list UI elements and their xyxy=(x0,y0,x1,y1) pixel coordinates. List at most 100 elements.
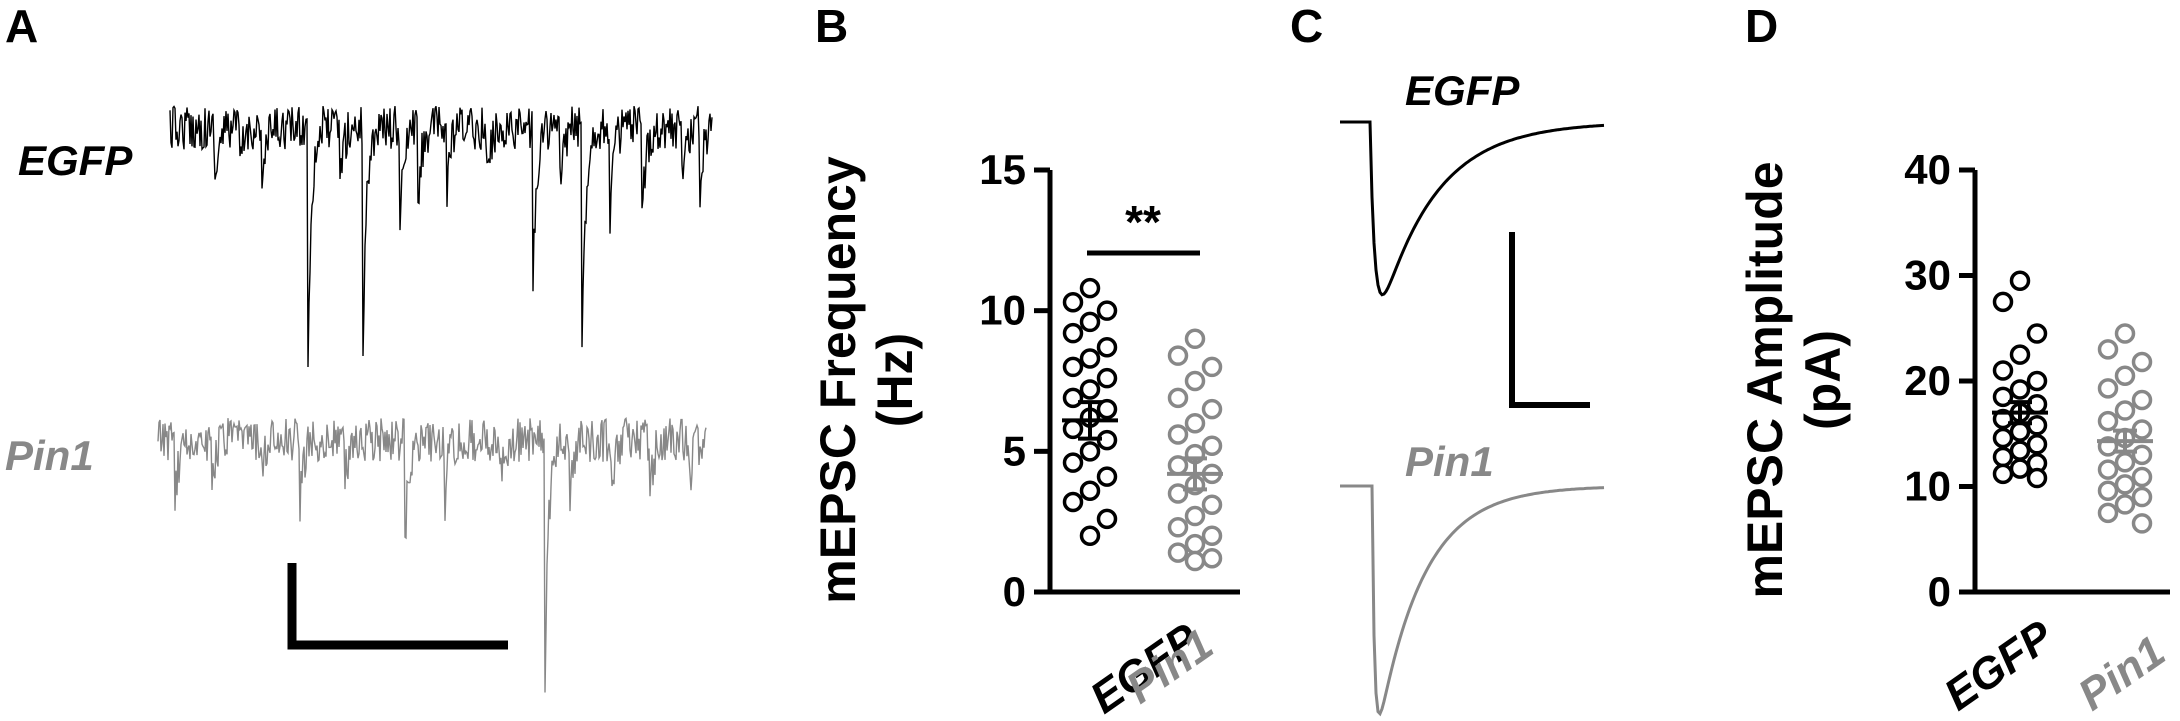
data-point-egfp xyxy=(2026,415,2048,436)
y-tick-label: 30 xyxy=(1904,252,1951,299)
data-point-pin1 xyxy=(2114,451,2136,473)
trace-egfp-raw xyxy=(169,105,713,368)
data-point-egfp xyxy=(1062,356,1084,378)
data-point-egfp xyxy=(1062,322,1084,344)
data-point-egfp xyxy=(1062,387,1084,409)
data-point-egfp xyxy=(2009,270,2031,292)
scale-bar-c xyxy=(1509,232,1590,408)
panel-letter-d: D xyxy=(1745,0,1778,52)
trace-pin1-raw xyxy=(157,416,707,693)
data-point-egfp xyxy=(2026,370,2048,392)
data-point-pin1 xyxy=(2131,513,2153,534)
axes-b: 0 5 10 15 xyxy=(979,146,1240,615)
y-tick-label: 0 xyxy=(1928,568,1951,615)
data-point-pin1 xyxy=(1201,494,1223,516)
data-point-pin1 xyxy=(2097,339,2119,360)
data-point-egfp xyxy=(1062,452,1084,473)
data-point-pin1 xyxy=(1184,328,1206,350)
data-point-pin1 xyxy=(1184,533,1206,555)
data-point-egfp xyxy=(1079,379,1101,400)
data-point-egfp xyxy=(1992,360,2014,381)
data-point-pin1 xyxy=(1167,387,1189,409)
data-point-pin1 xyxy=(2114,474,2136,495)
data-point-pin1 xyxy=(1184,412,1206,434)
y-tick-label: 5 xyxy=(1003,427,1026,474)
data-point-egfp xyxy=(2009,379,2031,400)
data-point-egfp xyxy=(1062,491,1084,513)
panel-a: EGFP Pin1 xyxy=(5,105,713,693)
data-point-egfp xyxy=(1079,348,1101,369)
axes-d: 0 10 20 30 40 xyxy=(1904,146,2170,615)
ylabel-frequency-line1: mEPSC Frequency xyxy=(810,156,866,604)
data-point-egfp xyxy=(2009,421,2031,442)
data-point-egfp xyxy=(1992,427,2014,449)
data-point-pin1 xyxy=(2131,486,2153,508)
panel-letter-a: A xyxy=(5,0,38,52)
data-point-egfp xyxy=(1079,480,1101,501)
data-point-egfp xyxy=(1096,508,1118,530)
data-point-egfp xyxy=(2026,467,2048,489)
y-tick-label: 10 xyxy=(979,287,1026,334)
data-point-egfp xyxy=(1096,367,1118,389)
data-point-egfp xyxy=(1096,336,1118,358)
data-point-pin1 xyxy=(2114,400,2136,421)
panel-letter-b: B xyxy=(815,0,848,52)
data-point-pin1 xyxy=(1184,505,1206,527)
data-point-egfp xyxy=(1992,463,2014,485)
data-point-pin1 xyxy=(1167,542,1189,563)
data-point-pin1 xyxy=(2131,444,2153,466)
avg-label-pin1: Pin1 xyxy=(1405,438,1494,485)
data-point-egfp xyxy=(1096,466,1118,487)
avg-label-egfp: EGFP xyxy=(1405,67,1520,114)
data-point-pin1 xyxy=(2131,389,2153,411)
data-point-pin1 xyxy=(1201,435,1223,456)
data-point-pin1 xyxy=(2097,378,2119,399)
data-point-pin1 xyxy=(1201,547,1223,569)
panel-c: EGFP Pin1 xyxy=(1340,67,1605,717)
trace-label-egfp: EGFP xyxy=(18,137,133,184)
y-tick-label: 15 xyxy=(979,146,1026,193)
category-label-pin1-d: Pin1 xyxy=(2070,627,2174,720)
data-point-pin1 xyxy=(1167,517,1189,538)
data-point-pin1 xyxy=(2114,323,2136,344)
ylabel-frequency-line2: (Hz) xyxy=(867,333,923,427)
panel-letter-c: C xyxy=(1290,0,1323,52)
data-point-egfp xyxy=(1062,291,1084,313)
y-tick-label: 20 xyxy=(1904,357,1951,404)
data-point-egfp xyxy=(1992,291,2014,313)
y-tick-label: 0 xyxy=(1003,568,1026,615)
data-point-pin1 xyxy=(1201,356,1223,378)
data-point-pin1 xyxy=(2097,480,2119,501)
data-point-pin1 xyxy=(2097,410,2119,432)
data-point-pin1 xyxy=(2097,502,2119,524)
data-point-egfp xyxy=(1992,446,2014,468)
data-point-egfp xyxy=(1079,441,1101,462)
data-point-egfp xyxy=(2009,458,2031,479)
data-point-egfp xyxy=(2026,393,2048,415)
significance-stars: ** xyxy=(1125,196,1161,248)
ylabel-amplitude-line2: (pA) xyxy=(1795,330,1851,430)
data-point-pin1 xyxy=(2114,365,2136,386)
data-point-egfp xyxy=(2026,323,2048,344)
data-point-pin1 xyxy=(2097,459,2119,480)
data-point-egfp xyxy=(1079,311,1101,333)
data-point-egfp xyxy=(1096,398,1118,420)
y-tick-label: 10 xyxy=(1904,463,1951,510)
data-point-egfp xyxy=(2009,344,2031,365)
data-point-pin1 xyxy=(2114,494,2136,515)
scale-bar-a xyxy=(287,563,508,650)
data-point-egfp xyxy=(2026,434,2048,455)
data-point-pin1 xyxy=(1167,483,1189,504)
data-point-pin1 xyxy=(1167,345,1189,366)
data-point-pin1 xyxy=(1201,398,1223,420)
y-tick-label: 40 xyxy=(1904,146,1951,193)
data-point-pin1 xyxy=(1167,424,1189,445)
data-point-egfp xyxy=(1062,418,1084,440)
trace-pin1-average xyxy=(1340,484,1605,717)
data-point-egfp xyxy=(1079,277,1101,299)
category-label-egfp-d: EGFP xyxy=(1936,611,2063,720)
data-point-pin1 xyxy=(1201,525,1223,546)
data-point-egfp xyxy=(1992,386,2014,408)
